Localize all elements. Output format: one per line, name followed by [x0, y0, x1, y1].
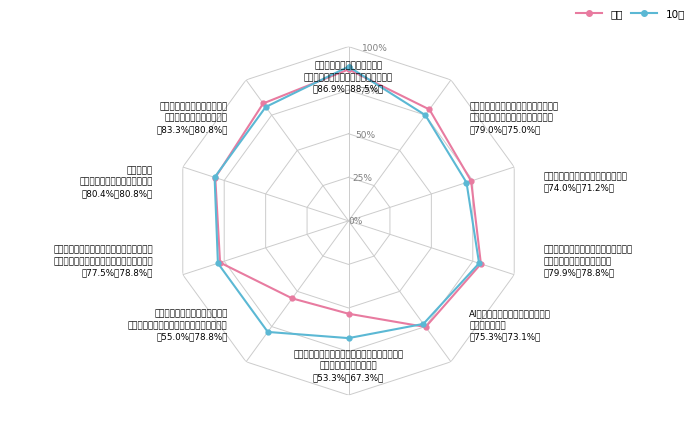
Text: 一人ひとりのニーズにあった
サービスを受けられる社会
（83.3%、80.8%）: 一人ひとりのニーズにあった サービスを受けられる社会 （83.3%、80.8%）: [156, 102, 228, 134]
Text: 効率的で生産性が高く、成長が持続し
地域の活力が維持できる社会
（79.9%、78.8%）: 効率的で生産性が高く、成長が持続し 地域の活力が維持できる社会 （79.9%、7…: [544, 245, 634, 277]
Text: 災害リスク管理が高度化し、
災害から人命と暮らしが守られる社会
（86.9%、88.5%）: 災害リスク管理が高度化し、 災害から人命と暮らしが守られる社会 （86.9%、8…: [304, 62, 393, 93]
Text: 住む場所や
時間の使い方を選択できる社会
（80.4%、80.8%）: 住む場所や 時間の使い方を選択できる社会 （80.4%、80.8%）: [79, 166, 153, 198]
Text: デジタル活用により地域間格差が縮小し、
全国どこに住んでいても暮らしやすい社会
（77.5%、78.8%）: デジタル活用により地域間格差が縮小し、 全国どこに住んでいても暮らしやすい社会 …: [53, 245, 153, 277]
Text: AIやロボットなどの活用により、
働きやすい社会
（75.3%、73.1%）: AIやロボットなどの活用により、 働きやすい社会 （75.3%、73.1%）: [469, 309, 551, 341]
Text: 仮想空間とともにリアル空間の魅力も高まり、
付加価値が向上する社会
（53.3%、67.3%）: 仮想空間とともにリアル空間の魅力も高まり、 付加価値が向上する社会 （53.3%…: [293, 349, 404, 381]
Text: 50%: 50%: [355, 130, 376, 139]
Text: 100%: 100%: [362, 43, 388, 53]
Text: 柔軟でシームレスに移動できる社会
（74.0%、71.2%）: 柔軟でシームレスに移動できる社会 （74.0%、71.2%）: [544, 171, 628, 192]
Text: 自動運転機能など技術の進展により、
安全・安心な移動が可能となる社会
（79.0%、75.0%）: 自動運転機能など技術の進展により、 安全・安心な移動が可能となる社会 （79.0…: [469, 102, 558, 134]
Legend: 全体, 10代: 全体, 10代: [576, 10, 685, 20]
Text: 75%: 75%: [359, 87, 379, 96]
Text: バーチャル空間の充実により、
物理的な障害に制約されず活動できる社会
（55.0%、78.8%）: バーチャル空間の充実により、 物理的な障害に制約されず活動できる社会 （55.0…: [128, 309, 228, 341]
Text: 0%: 0%: [348, 217, 363, 226]
Text: 25%: 25%: [352, 174, 372, 183]
